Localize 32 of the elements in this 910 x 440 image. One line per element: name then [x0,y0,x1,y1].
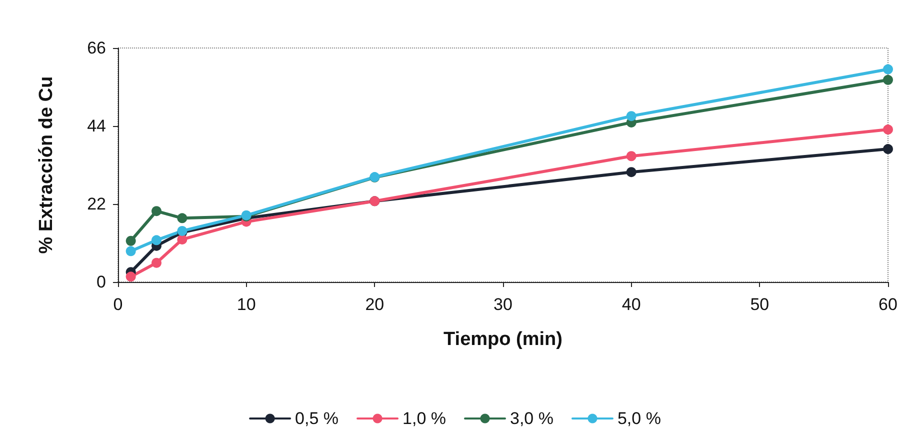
x-axis-title: Tiempo (min) [444,329,562,350]
legend-label: 3,0 % [510,409,554,428]
point [883,64,893,74]
point [152,206,162,216]
legend-label: 0,5 % [295,409,339,428]
point [152,258,162,268]
point [883,144,893,154]
x-tick-label: 10 [236,295,256,314]
point [126,236,136,246]
point [177,234,188,244]
point [126,246,136,256]
point [883,74,893,85]
point [626,167,636,178]
x-tick-label: 30 [494,295,512,314]
point [152,235,162,246]
x-tick-label: 60 [878,295,898,314]
point [626,111,636,122]
point [626,151,636,162]
x-tick-label: 50 [750,295,770,314]
y-tick-label: 66 [87,38,106,58]
y-axis-title: % Extracción de Cu [36,76,57,254]
legend-label: 1,0 % [402,409,446,428]
x-tick-label: 0 [113,295,123,314]
point [177,213,188,224]
x-tick-label: 40 [622,295,641,314]
point [126,272,136,282]
y-tick-label: 22 [87,194,106,214]
x-tick-label: 20 [365,295,384,314]
y-tick-label: 0 [96,272,106,292]
point [883,124,893,135]
legend-label: 5,0 % [617,409,661,428]
y-tick-label: 44 [87,116,106,136]
